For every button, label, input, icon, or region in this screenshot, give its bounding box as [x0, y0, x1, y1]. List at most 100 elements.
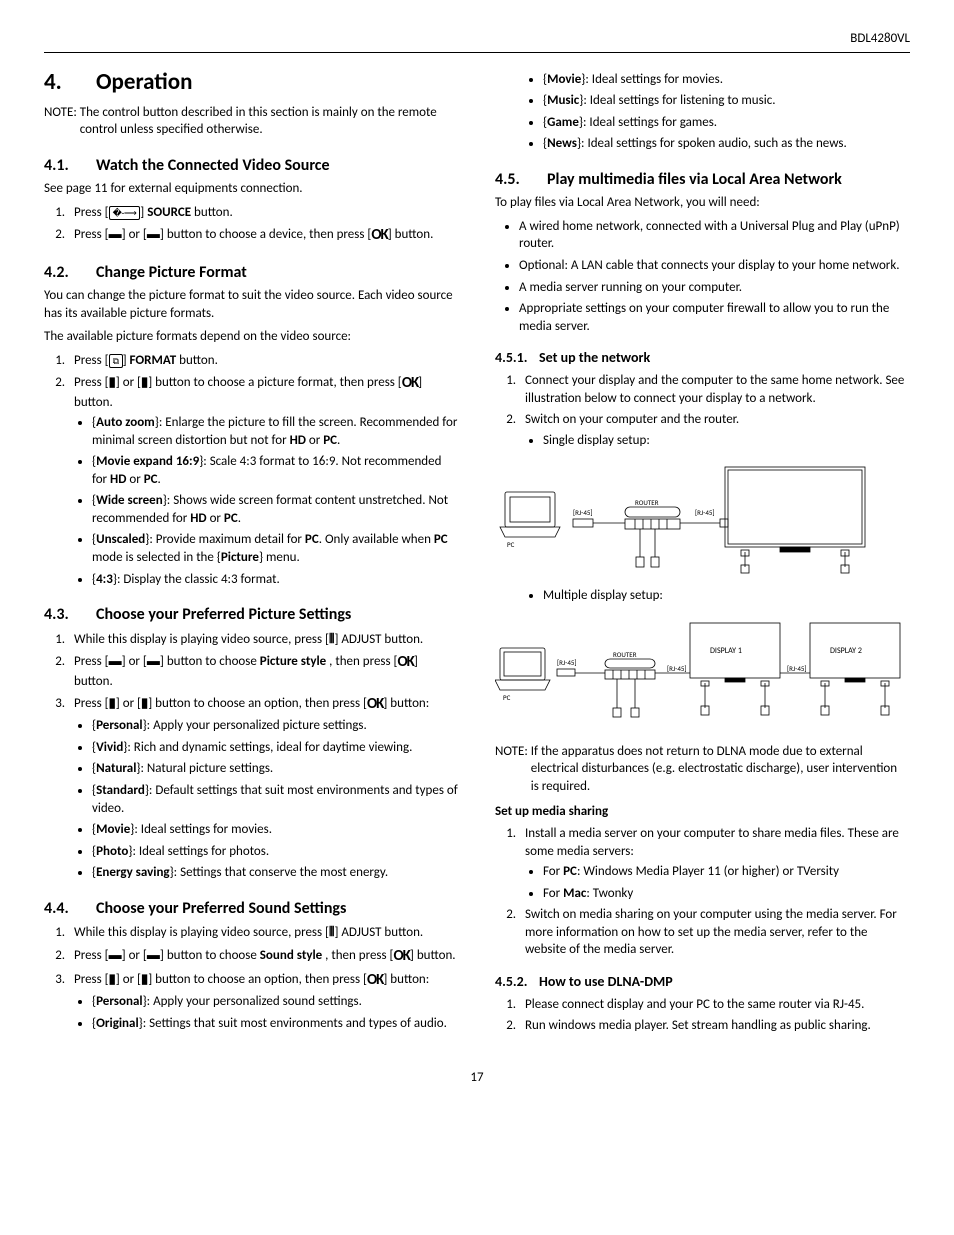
media-sharing-heading: Set up media sharing [495, 803, 910, 821]
s41-step2: Press [▬] or [▬] button to choose a devi… [68, 225, 459, 245]
svg-text:PC: PC [507, 540, 515, 549]
right-arrow-icon: ▬ [147, 947, 160, 962]
left-column: 4.Operation NOTE: The control button des… [44, 67, 459, 1041]
s451-step1: Connect your display and the computer to… [519, 372, 910, 407]
left-arrow-icon: ▬ [109, 226, 122, 241]
heading-4-5-2: 4.5.2.How to use DLNA-DMP [495, 973, 910, 992]
s41-step1: Press [�‑⟶] SOURCE button. [68, 204, 459, 222]
ok-icon: OK [394, 947, 410, 965]
s44-step3: Press [▮] or [▮] button to choose an opt… [68, 970, 459, 1032]
s45-b1: A wired home network, connected with a U… [519, 218, 910, 253]
svg-text:DISPLAY 1: DISPLAY 1 [710, 646, 742, 656]
heading-4-2: 4.2.Change Picture Format [44, 262, 459, 284]
page-number: 17 [44, 1069, 910, 1087]
svg-text:ROUTER: ROUTER [613, 650, 637, 659]
s43-step1: While this display is playing video sour… [68, 630, 459, 649]
svg-text:PC: PC [503, 693, 511, 702]
opt-movie-sound: {Movie}: Ideal settings for movies. [543, 71, 910, 89]
opt-movie-expand: {Movie expand 16:9}: Scale 4:3 format to… [92, 453, 459, 488]
diagram-multi-display: PC [RJ-45] ROUTER DISPLAY 1 [495, 613, 910, 733]
s42-steps: Press [⧉] FORMAT button. Press [▮] or [▮… [44, 352, 459, 588]
heading-4-1: 4.1.Watch the Connected Video Source [44, 155, 459, 177]
svg-text:[RJ-45]: [RJ-45] [695, 508, 715, 517]
s42-p2: The available picture formats depend on … [44, 328, 459, 346]
ok-icon: OK [398, 653, 414, 671]
s45-b3: A media server running on your computer. [519, 279, 910, 297]
s45-b2: Optional: A LAN cable that connects your… [519, 257, 910, 275]
opt-unscaled: {Unscaled}: Provide maximum detail for P… [92, 531, 459, 566]
up-arrow-icon: ▮ [109, 695, 116, 710]
svg-text:DISPLAY 2: DISPLAY 2 [830, 646, 862, 656]
s452-step1: Please connect display and your PC to th… [519, 996, 910, 1014]
right-arrow-icon: ▬ [147, 653, 160, 668]
s41-steps: Press [�‑⟶] SOURCE button. Press [▬] or … [44, 204, 459, 246]
svg-text:[RJ-45]: [RJ-45] [667, 664, 687, 673]
diagram-single-display: PC [RJ-45] ROUTER [495, 457, 910, 577]
s42-step1: Press [⧉] FORMAT button. [68, 352, 459, 370]
s43-step2: Press [▬] or [▬] button to choose Pictur… [68, 652, 459, 690]
s45-needs: A wired home network, connected with a U… [495, 218, 910, 335]
opt-auto-zoom: {Auto zoom}: Enlarge the picture to fill… [92, 414, 459, 449]
header-model: BDL4280VL [44, 30, 910, 48]
s44-steps: While this display is playing video sour… [44, 923, 459, 1032]
opt-game-sound: {Game}: Ideal settings for games. [543, 114, 910, 132]
opt-music-sound: {Music}: Ideal settings for listening to… [543, 92, 910, 110]
opt-personal-sound: {Personal}: Apply your personalized soun… [92, 993, 459, 1011]
ms-mac: For Mac: Twonky [543, 885, 910, 903]
ok-icon: OK [367, 695, 383, 713]
left-arrow-icon: ▬ [109, 947, 122, 962]
opt-photo: {Photo}: Ideal settings for photos. [92, 843, 459, 861]
media-sharing-steps: Install a media server on your computer … [495, 825, 910, 959]
svg-text:ROUTER: ROUTER [635, 498, 659, 507]
ms-step1: Install a media server on your computer … [519, 825, 910, 902]
s43-step3: Press [▮] or [▮] button to choose an opt… [68, 694, 459, 882]
opt-news-sound: {News}: Ideal settings for spoken audio,… [543, 135, 910, 153]
right-column: {Movie}: Ideal settings for movies. {Mus… [495, 67, 910, 1041]
ok-icon: OK [371, 226, 387, 244]
opt-4-3: {4:3}: Display the classic 4:3 format. [92, 571, 459, 589]
section-4-title: 4.Operation [44, 67, 459, 98]
s451-steps: Connect your display and the computer to… [495, 372, 910, 449]
opt-movie: {Movie}: Ideal settings for movies. [92, 821, 459, 839]
ms-step2: Switch on media sharing on your computer… [519, 906, 910, 959]
ok-icon: OK [402, 374, 418, 392]
svg-text:[RJ-45]: [RJ-45] [573, 508, 593, 517]
single-setup-label: Single display setup: [543, 432, 910, 450]
s44-step1: While this display is playing video sour… [68, 923, 459, 942]
ok-icon: OK [367, 971, 383, 989]
multi-setup-label: Multiple display setup: [543, 587, 910, 605]
s452-step2: Run windows media player. Set stream han… [519, 1017, 910, 1035]
s451-step2: Switch on your computer and the router. … [519, 411, 910, 449]
heading-4-3: 4.3.Choose your Preferred Picture Settin… [44, 604, 459, 626]
s41-intro: See page 11 for external equipments conn… [44, 180, 459, 198]
opt-wide-screen: {Wide screen}: Shows wide screen format … [92, 492, 459, 527]
up-arrow-icon: ▮ [109, 374, 116, 389]
s42-p1: You can change the picture format to sui… [44, 287, 459, 322]
source-icon: �‑⟶ [109, 206, 141, 220]
top-rule [44, 52, 910, 53]
svg-text:[RJ-45]: [RJ-45] [557, 658, 577, 667]
left-arrow-icon: ▬ [109, 653, 122, 668]
note-1: NOTE: The control button described in th… [44, 104, 459, 139]
s44-step2: Press [▬] or [▬] button to choose Sound … [68, 946, 459, 966]
opt-standard: {Standard}: Default settings that suit m… [92, 782, 459, 817]
opt-personal: {Personal}: Apply your personalized pict… [92, 717, 459, 735]
s452-steps: Please connect display and your PC to th… [495, 996, 910, 1035]
s45-intro: To play files via Local Area Network, yo… [495, 194, 910, 212]
heading-4-5-1: 4.5.1.Set up the network [495, 349, 910, 368]
s42-step2: Press [▮] or [▮] button to choose a pict… [68, 373, 459, 588]
format-icon: ⧉ [109, 354, 123, 368]
s45-b4: Appropriate settings on your computer fi… [519, 300, 910, 335]
opt-vivid: {Vivid}: Rich and dynamic settings, idea… [92, 739, 459, 757]
ms-pc: For PC: Windows Media Player 11 (or high… [543, 863, 910, 881]
right-arrow-icon: ▬ [147, 226, 160, 241]
up-arrow-icon: ▮ [109, 971, 116, 986]
note-2: NOTE: If the apparatus does not return t… [495, 743, 910, 796]
s43-steps: While this display is playing video sour… [44, 630, 459, 882]
opt-energy: {Energy saving}: Settings that conserve … [92, 864, 459, 882]
heading-4-5: 4.5.Play multimedia files via Local Area… [495, 169, 910, 191]
heading-4-4: 4.4.Choose your Preferred Sound Settings [44, 898, 459, 920]
opt-original-sound: {Original}: Settings that suit most envi… [92, 1015, 459, 1033]
svg-text:[RJ-45]: [RJ-45] [787, 664, 807, 673]
opt-natural: {Natural}: Natural picture settings. [92, 760, 459, 778]
